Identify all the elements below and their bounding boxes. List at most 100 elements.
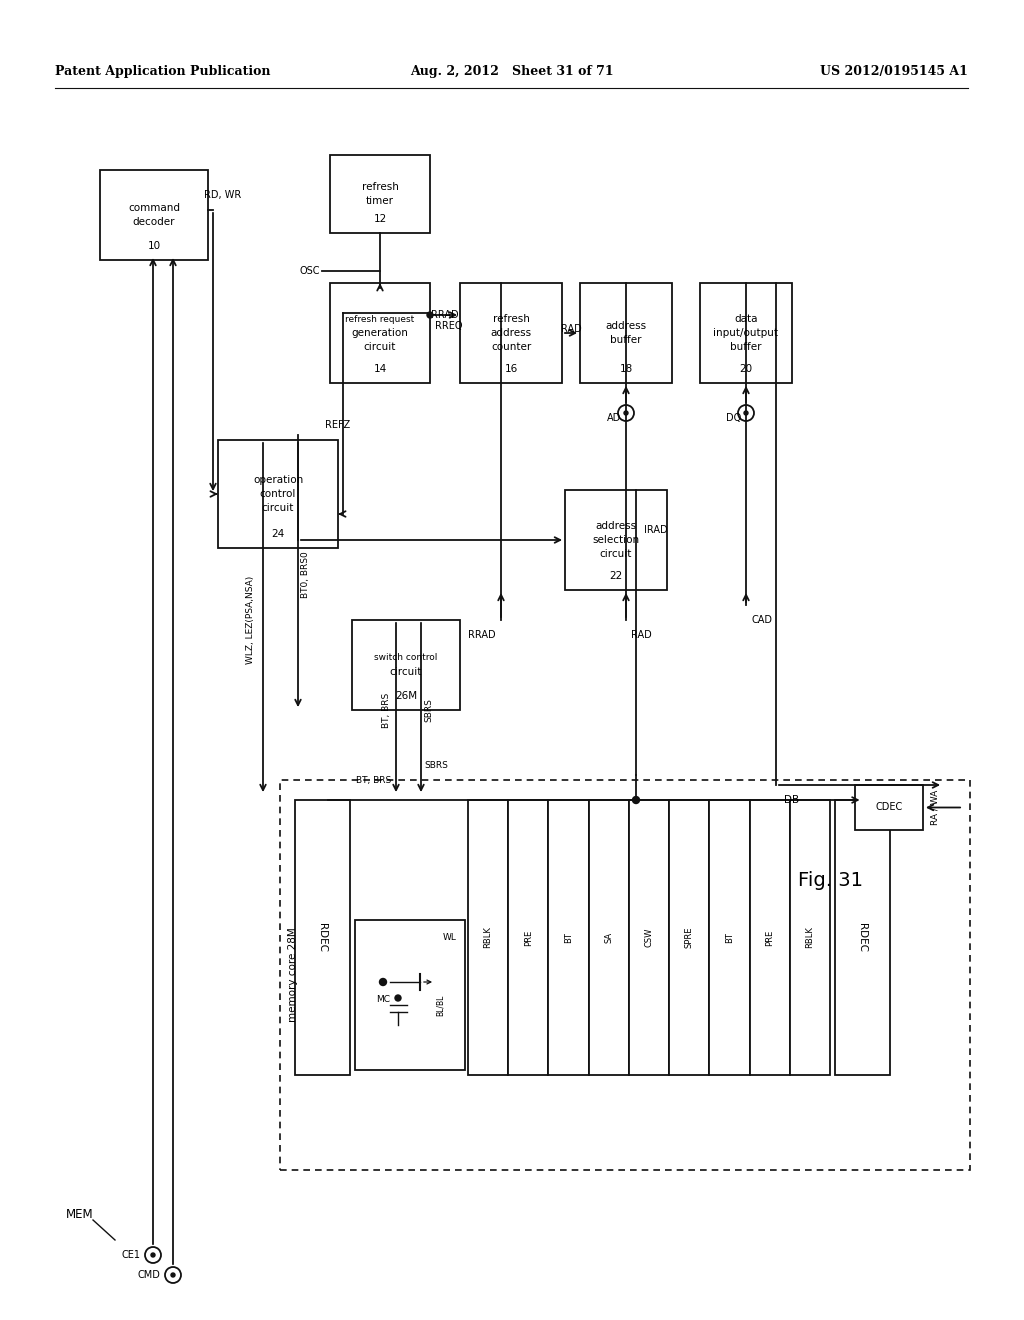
Bar: [352, 620, 460, 710]
Text: RBLK: RBLK: [483, 927, 493, 949]
Text: generation: generation: [351, 327, 409, 338]
Text: PRE: PRE: [765, 929, 774, 945]
Text: AD: AD: [607, 413, 621, 422]
Text: BT, BRS: BT, BRS: [355, 776, 391, 784]
Text: 12: 12: [374, 214, 387, 224]
Text: circuit: circuit: [390, 667, 422, 677]
Text: timer: timer: [366, 195, 394, 206]
Text: SA: SA: [604, 932, 613, 942]
Text: RD, WR: RD, WR: [205, 190, 242, 201]
Text: WLZ, LEZ(PSA,NSA): WLZ, LEZ(PSA,NSA): [246, 576, 255, 664]
Circle shape: [633, 796, 640, 804]
Text: 26M: 26M: [395, 690, 417, 701]
Bar: [468, 800, 508, 1074]
Text: address: address: [605, 321, 646, 331]
Text: SPRE: SPRE: [685, 927, 693, 948]
Bar: [790, 800, 830, 1074]
Text: CAD: CAD: [751, 615, 772, 624]
Text: SBRS: SBRS: [424, 760, 447, 770]
Text: DB: DB: [784, 795, 799, 805]
Text: CDEC: CDEC: [876, 803, 902, 813]
Text: REFZ: REFZ: [326, 420, 350, 430]
Text: address: address: [490, 327, 531, 338]
Text: RAD: RAD: [631, 630, 651, 640]
Text: 14: 14: [374, 364, 387, 374]
Bar: [280, 780, 970, 1170]
Text: refresh: refresh: [361, 182, 398, 191]
Text: RBLK: RBLK: [806, 927, 814, 949]
Bar: [589, 800, 629, 1074]
Text: US 2012/0195145 A1: US 2012/0195145 A1: [820, 66, 968, 78]
Text: RRAD: RRAD: [431, 310, 459, 319]
Text: buffer: buffer: [730, 342, 762, 352]
Text: WL: WL: [443, 933, 457, 942]
Text: Fig. 31: Fig. 31: [798, 870, 862, 890]
Text: buffer: buffer: [610, 335, 642, 345]
Text: command: command: [128, 203, 180, 213]
Bar: [855, 785, 923, 830]
Text: MC: MC: [376, 995, 390, 1005]
Text: memory core 28M: memory core 28M: [288, 928, 298, 1023]
Bar: [629, 800, 669, 1074]
Bar: [218, 440, 338, 548]
Text: 24: 24: [271, 529, 285, 539]
Text: BT: BT: [725, 932, 734, 942]
Text: Aug. 2, 2012   Sheet 31 of 71: Aug. 2, 2012 Sheet 31 of 71: [411, 66, 613, 78]
Text: switch control: switch control: [375, 653, 437, 663]
Text: decoder: decoder: [133, 216, 175, 227]
Text: input/output: input/output: [714, 327, 778, 338]
Text: 18: 18: [620, 364, 633, 374]
Bar: [835, 800, 890, 1074]
Bar: [460, 282, 562, 383]
Text: SBRS: SBRS: [424, 698, 433, 722]
Text: CE1: CE1: [121, 1250, 140, 1261]
Text: IRAD: IRAD: [644, 525, 668, 535]
Bar: [750, 800, 790, 1074]
Text: BL/BL: BL/BL: [435, 994, 444, 1015]
Text: control: control: [260, 488, 296, 499]
Circle shape: [427, 312, 433, 318]
Text: OSC: OSC: [299, 267, 319, 276]
Text: PRE: PRE: [524, 929, 532, 945]
Circle shape: [151, 1253, 155, 1257]
Text: counter: counter: [490, 342, 531, 352]
Bar: [508, 800, 549, 1074]
Text: RREQ: RREQ: [435, 321, 463, 331]
Bar: [330, 282, 430, 383]
Text: refresh request: refresh request: [345, 314, 415, 323]
Text: DQ: DQ: [726, 413, 741, 422]
Text: 22: 22: [609, 572, 623, 581]
Text: 20: 20: [739, 364, 753, 374]
Circle shape: [744, 411, 748, 414]
Text: operation: operation: [253, 475, 303, 484]
Circle shape: [171, 1272, 175, 1276]
Text: MEM: MEM: [67, 1209, 94, 1221]
Text: BT, BRS: BT, BRS: [382, 693, 391, 727]
Bar: [710, 800, 750, 1074]
Circle shape: [624, 411, 628, 414]
Bar: [580, 282, 672, 383]
Bar: [565, 490, 667, 590]
Bar: [549, 800, 589, 1074]
Text: refresh: refresh: [493, 314, 529, 323]
Bar: [100, 170, 208, 260]
Text: 16: 16: [505, 364, 517, 374]
Text: RAD: RAD: [560, 323, 582, 334]
Text: circuit: circuit: [262, 503, 294, 513]
Circle shape: [380, 978, 386, 986]
Text: 10: 10: [147, 242, 161, 251]
Text: circuit: circuit: [600, 549, 632, 558]
Text: BT0, BRS0: BT0, BRS0: [301, 552, 310, 598]
Bar: [669, 800, 710, 1074]
Text: CSW: CSW: [644, 928, 653, 948]
Circle shape: [395, 995, 401, 1001]
Text: data: data: [734, 314, 758, 323]
Text: RRAD: RRAD: [468, 630, 496, 640]
Text: address: address: [595, 521, 637, 531]
Bar: [355, 920, 465, 1071]
Text: circuit: circuit: [364, 342, 396, 352]
Bar: [700, 282, 792, 383]
Text: selection: selection: [593, 535, 640, 545]
Text: CMD: CMD: [137, 1270, 160, 1280]
Text: RDEC: RDEC: [857, 923, 867, 952]
